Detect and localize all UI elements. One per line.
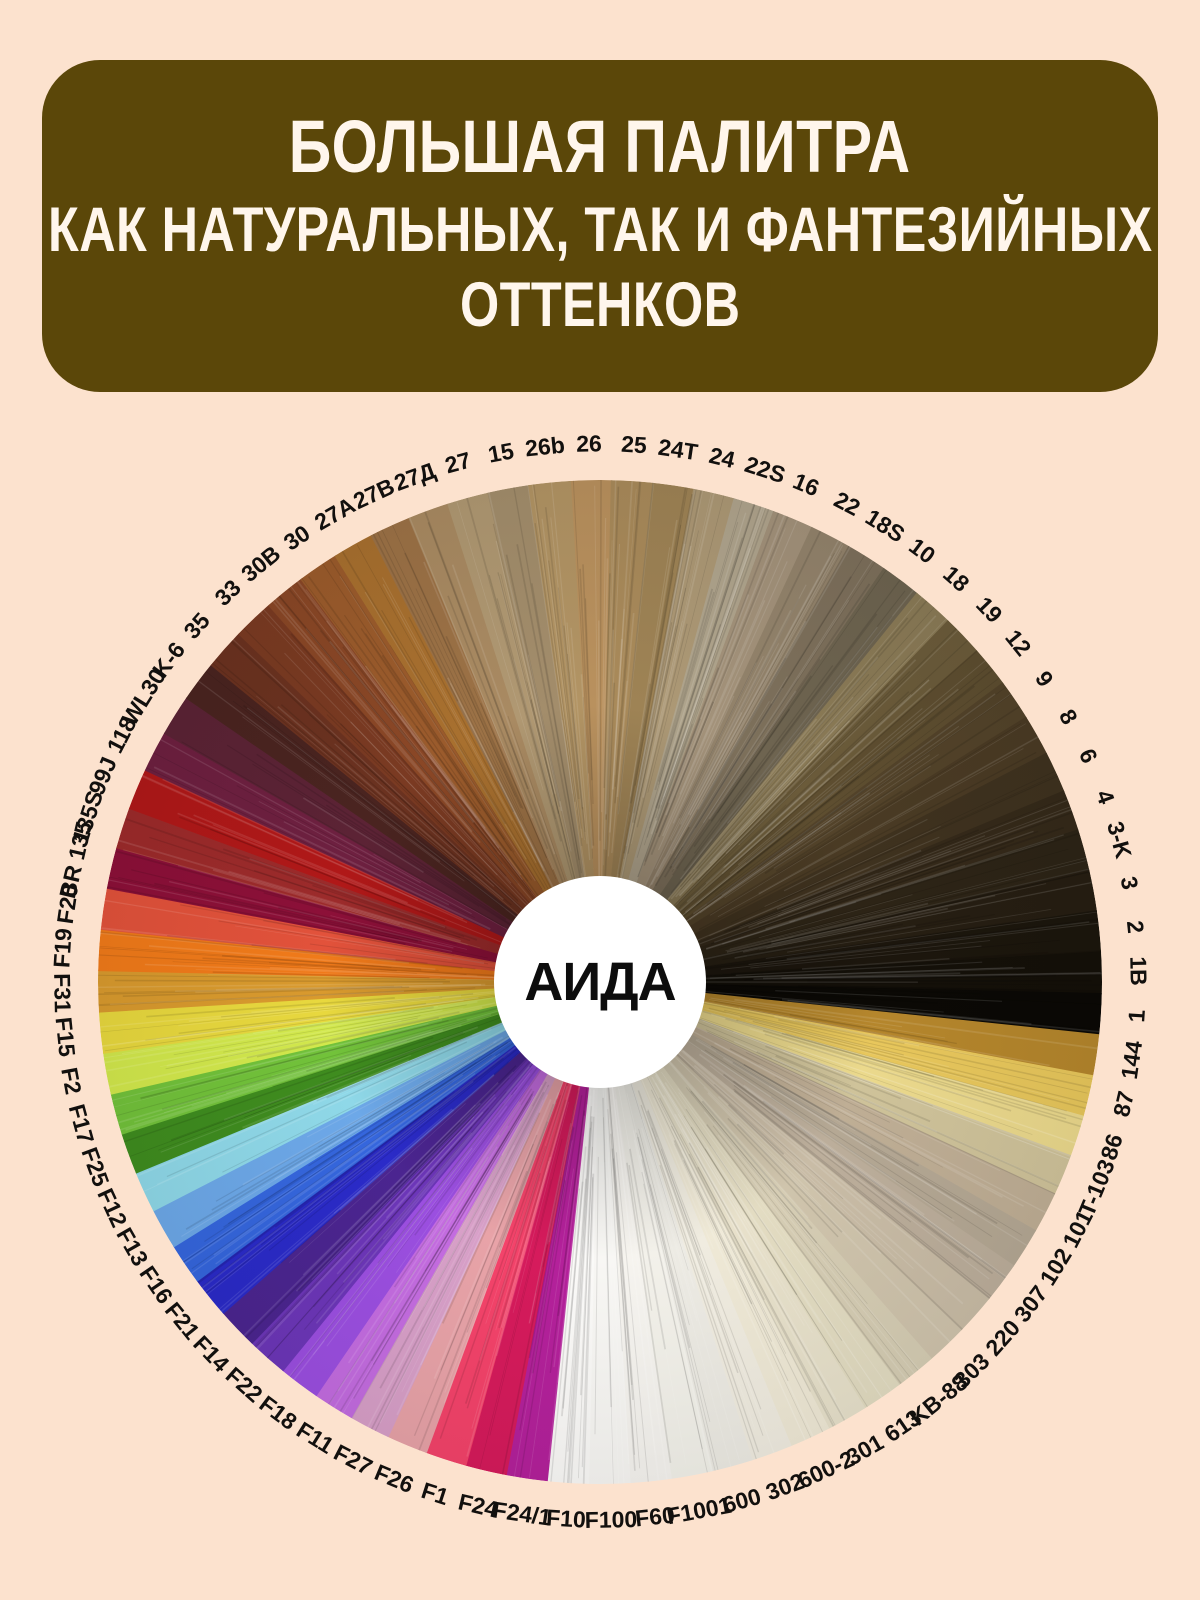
- swatch-label[interactable]: F12: [91, 1184, 132, 1231]
- swatch-label[interactable]: 26b: [524, 431, 566, 462]
- swatch-label[interactable]: F13: [110, 1223, 153, 1271]
- swatch-label[interactable]: 6: [1073, 745, 1103, 768]
- swatch-label[interactable]: 9: [1030, 666, 1060, 692]
- poster-root: БОЛЬШАЯ ПАЛИТРА КАК НАТУРАЛЬНЫХ, ТАК И Ф…: [0, 0, 1200, 1600]
- swatch-label[interactable]: 30: [279, 519, 315, 556]
- swatch-label[interactable]: F26: [370, 1459, 417, 1499]
- swatch-label[interactable]: 302: [762, 1468, 807, 1507]
- swatch-label[interactable]: F11: [291, 1416, 338, 1459]
- swatch-label[interactable]: 35: [178, 607, 215, 644]
- swatch-label[interactable]: 33: [209, 575, 246, 612]
- swatch-label[interactable]: F16: [133, 1261, 178, 1309]
- swatch-label[interactable]: 1: [1123, 1009, 1151, 1023]
- swatch-label[interactable]: 25: [620, 431, 647, 460]
- swatch-label[interactable]: F25: [75, 1143, 114, 1190]
- swatch-label[interactable]: 15: [486, 438, 516, 469]
- swatch-label[interactable]: 27B: [349, 473, 399, 515]
- swatch-label[interactable]: 16: [789, 468, 823, 503]
- swatch-label[interactable]: 3-K: [1101, 818, 1137, 861]
- swatch-label[interactable]: 3: [1114, 874, 1143, 892]
- swatch-label[interactable]: F24/1: [491, 1497, 553, 1532]
- swatch-label[interactable]: 26: [576, 430, 602, 457]
- swatch-label[interactable]: 18: [938, 560, 975, 597]
- swatch-label-ring: 26 25 24T 24 22S 16 22 18S 10 18 19 12 9 8 6 4 3-K 3 2 1B 1 1…: [98, 480, 1102, 1484]
- swatch-label[interactable]: 27Д: [391, 457, 440, 497]
- swatch-label[interactable]: 24T: [656, 433, 699, 465]
- swatch-label[interactable]: 12: [999, 625, 1036, 662]
- color-wheel[interactable]: АИДА 26 25 24T 24 22S 16 22 18S 10 18 19 12 9 8 6 4 3-K 3…: [98, 480, 1102, 1484]
- swatch-label[interactable]: 27: [442, 447, 474, 480]
- swatch-label[interactable]: 307: [1009, 1281, 1054, 1328]
- swatch-label[interactable]: F14: [188, 1330, 235, 1377]
- swatch-label[interactable]: F1: [418, 1477, 452, 1511]
- swatch-label[interactable]: 8: [1053, 704, 1083, 728]
- swatch-label[interactable]: F60: [634, 1502, 676, 1533]
- swatch-label[interactable]: 10: [904, 533, 941, 570]
- swatch-label[interactable]: F24: [456, 1488, 501, 1523]
- swatch-label[interactable]: 4: [1090, 787, 1120, 808]
- headline-banner: БОЛЬШАЯ ПАЛИТРА КАК НАТУРАЛЬНЫХ, ТАК И Ф…: [42, 60, 1158, 392]
- headline-line-2: КАК НАТУРАЛЬНЫХ, ТАК И ФАНТЕЗИЙНЫХ: [48, 198, 1152, 262]
- swatch-label[interactable]: 19: [970, 591, 1007, 628]
- swatch-label[interactable]: 30B: [236, 540, 286, 588]
- swatch-label[interactable]: F2: [55, 1065, 86, 1096]
- swatch-label[interactable]: F19: [48, 928, 77, 969]
- swatch-label[interactable]: 22S: [741, 451, 788, 489]
- swatch-label[interactable]: F18: [254, 1390, 302, 1435]
- swatch-label[interactable]: 24: [706, 442, 737, 474]
- swatch-label[interactable]: F15: [49, 1016, 80, 1058]
- swatch-label[interactable]: F17: [63, 1102, 100, 1147]
- swatch-label[interactable]: F22: [220, 1362, 268, 1408]
- swatch-label[interactable]: 87: [1108, 1088, 1140, 1119]
- swatch-label[interactable]: F27: [330, 1439, 378, 1481]
- swatch-label[interactable]: 1B: [1124, 956, 1152, 986]
- swatch-label[interactable]: 102: [1034, 1244, 1077, 1291]
- headline-line-3: ОТТЕНКОВ: [460, 273, 740, 337]
- swatch-label[interactable]: F31: [48, 973, 76, 1013]
- swatch-label[interactable]: 220: [980, 1315, 1026, 1362]
- swatch-label[interactable]: 2: [1121, 919, 1149, 935]
- headline-line-1: БОЛЬШАЯ ПАЛИТРА: [289, 109, 911, 184]
- swatch-label[interactable]: 18S: [861, 504, 910, 549]
- swatch-label[interactable]: 144: [1116, 1039, 1148, 1081]
- swatch-label[interactable]: 22: [829, 486, 864, 522]
- swatch-label[interactable]: F100: [584, 1506, 637, 1534]
